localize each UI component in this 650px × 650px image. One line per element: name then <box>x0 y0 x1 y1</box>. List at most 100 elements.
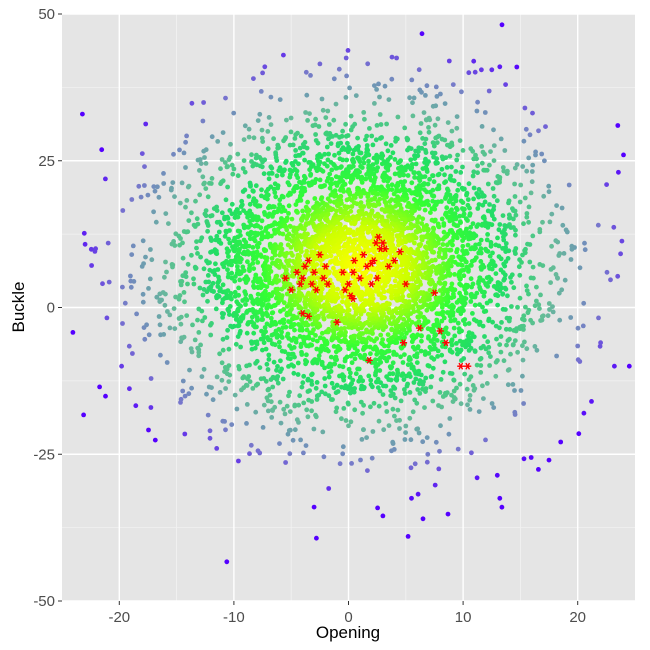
data-point <box>432 122 438 128</box>
data-point <box>180 388 186 394</box>
data-point <box>546 183 552 189</box>
data-point <box>318 154 324 160</box>
data-point <box>417 378 423 383</box>
data-point <box>518 388 524 393</box>
data-point <box>510 382 516 387</box>
data-point <box>88 246 94 252</box>
data-point <box>439 166 445 172</box>
data-point <box>509 304 514 309</box>
data-point <box>546 301 552 306</box>
data-point <box>379 348 384 354</box>
data-point <box>446 199 452 205</box>
data-point <box>291 345 297 350</box>
data-point <box>366 204 372 209</box>
data-point <box>496 227 502 233</box>
data-point <box>374 123 380 128</box>
data-point <box>343 121 348 127</box>
data-point <box>234 312 240 318</box>
data-point <box>511 208 516 213</box>
data-point <box>550 309 556 315</box>
data-point <box>199 374 205 379</box>
data-point <box>454 249 459 255</box>
data-point <box>413 376 419 382</box>
data-point <box>153 219 159 225</box>
data-point <box>491 405 497 410</box>
data-point <box>283 267 289 273</box>
data-point <box>281 307 286 312</box>
data-point <box>501 168 507 174</box>
data-point <box>475 170 480 176</box>
data-point <box>105 240 111 246</box>
data-point <box>104 315 110 321</box>
data-point <box>456 272 462 277</box>
data-point <box>302 226 307 232</box>
data-point <box>505 367 511 373</box>
data-point <box>190 322 195 328</box>
data-point <box>163 211 169 217</box>
data-point <box>437 276 443 281</box>
data-point <box>457 381 463 387</box>
data-point <box>225 327 231 333</box>
data-point <box>450 201 456 207</box>
data-point <box>416 67 422 73</box>
data-point <box>183 274 189 280</box>
data-point <box>146 286 151 291</box>
data-point <box>477 356 483 362</box>
data-point <box>427 280 432 286</box>
data-point <box>359 437 365 442</box>
data-point <box>295 360 301 366</box>
data-point <box>420 166 426 172</box>
data-point <box>240 264 246 270</box>
data-point <box>507 327 513 332</box>
data-point <box>382 279 388 284</box>
data-point <box>612 363 617 369</box>
data-point <box>422 405 427 410</box>
data-point <box>362 221 368 227</box>
data-point <box>512 194 518 199</box>
data-point <box>179 180 185 186</box>
data-point <box>363 176 369 182</box>
data-point <box>339 147 345 153</box>
data-point <box>171 151 176 157</box>
data-point <box>468 263 473 268</box>
data-point <box>416 319 422 324</box>
data-point <box>345 48 351 53</box>
data-point <box>296 322 301 327</box>
data-point <box>173 294 179 300</box>
data-point <box>268 315 274 321</box>
data-point <box>512 181 517 187</box>
data-point <box>392 253 398 259</box>
data-point <box>326 122 332 127</box>
data-point <box>455 320 461 326</box>
data-point <box>272 319 278 325</box>
data-point <box>380 303 385 308</box>
data-point <box>226 363 232 368</box>
data-point <box>416 304 421 310</box>
data-point <box>322 302 328 308</box>
data-point <box>138 194 144 200</box>
data-point <box>129 197 135 202</box>
data-point <box>314 262 320 267</box>
data-point <box>503 241 509 246</box>
data-point <box>502 148 508 153</box>
data-point <box>151 209 157 215</box>
data-point <box>528 275 534 281</box>
data-point <box>476 241 482 247</box>
data-point <box>436 280 442 285</box>
data-point <box>292 136 298 141</box>
data-point <box>387 320 393 326</box>
data-point <box>235 173 241 179</box>
data-point <box>520 343 525 349</box>
data-point <box>485 181 491 187</box>
data-point <box>577 265 583 271</box>
data-point <box>331 361 337 367</box>
data-point <box>315 140 321 146</box>
data-point <box>332 193 337 199</box>
data-point <box>335 203 341 209</box>
data-point <box>306 397 311 403</box>
data-point <box>246 194 252 199</box>
data-point <box>420 439 426 445</box>
data-point <box>431 322 437 328</box>
data-point <box>89 263 94 268</box>
data-point <box>498 334 504 339</box>
